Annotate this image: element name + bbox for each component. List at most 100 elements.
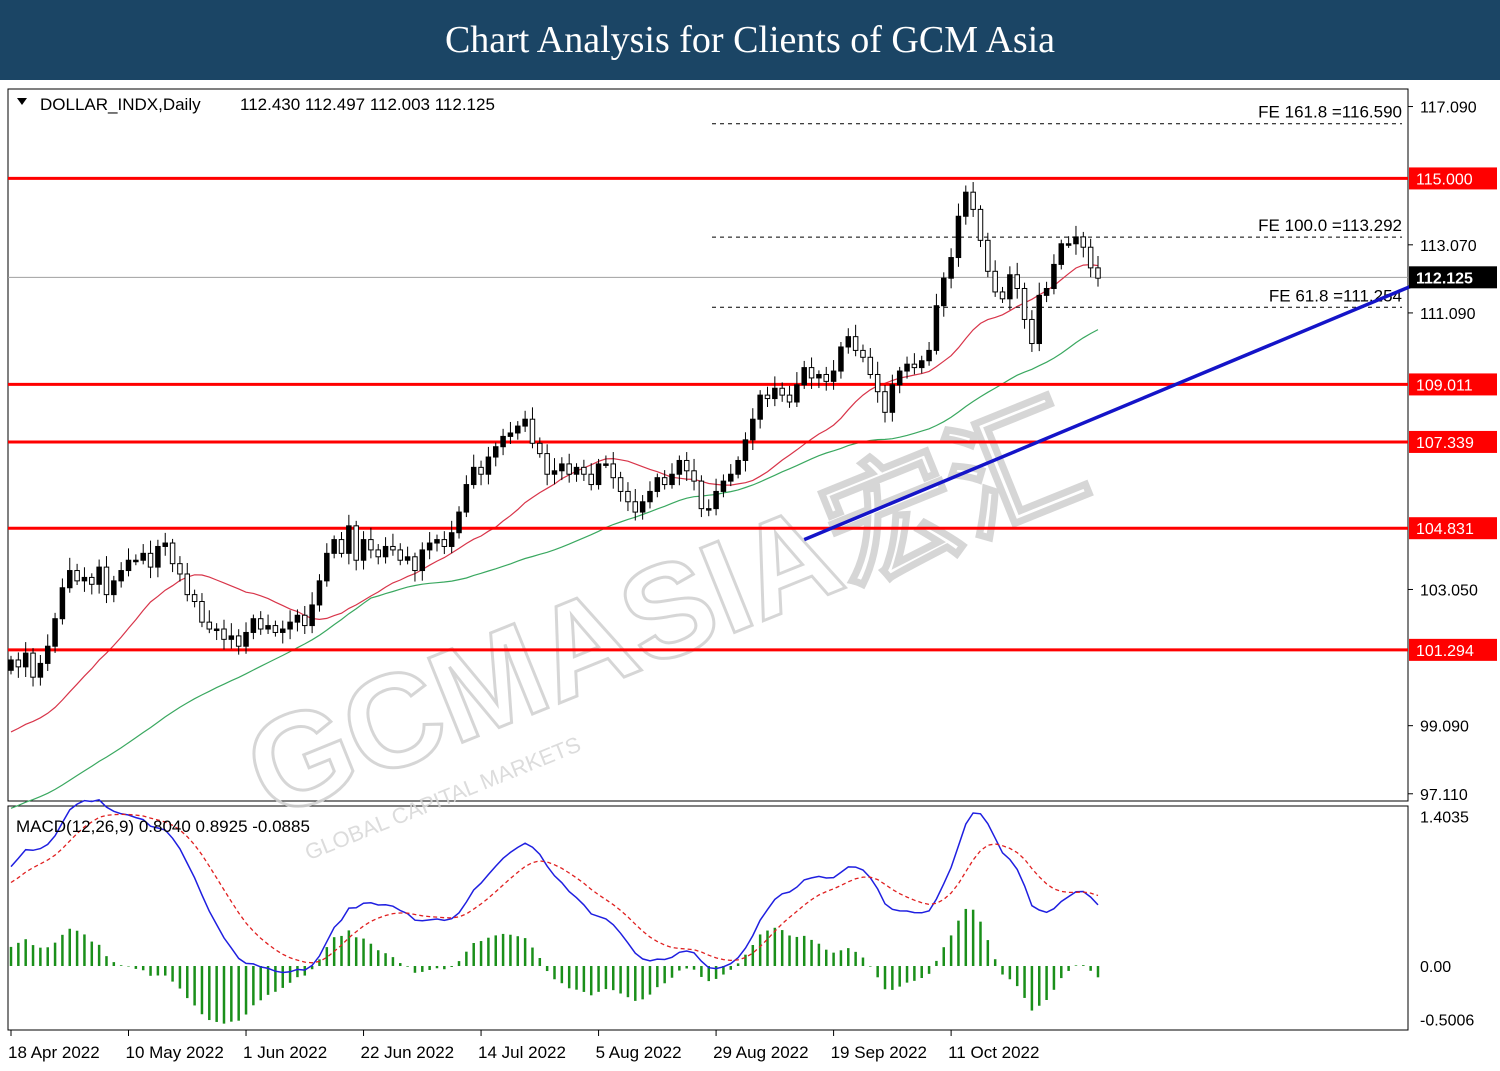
bear-candle	[544, 453, 550, 475]
bear-candle	[184, 573, 191, 596]
level-label-box	[1409, 430, 1497, 453]
level-label: 101.294	[1416, 643, 1474, 660]
ohlc-values: 112.430 112.497 112.003 112.125	[240, 95, 495, 114]
macd-pane	[7, 805, 1409, 1031]
bear-candle	[537, 442, 543, 455]
bear-candle	[302, 614, 308, 627]
bull-candle	[213, 628, 220, 632]
bear-candle	[985, 239, 991, 272]
bear-candle	[441, 539, 448, 547]
bull-candle	[963, 191, 969, 217]
bull-candle	[67, 570, 73, 589]
bear-candle	[911, 363, 918, 369]
fibo-label: FE 100.0 =113.292	[1258, 216, 1402, 235]
bull-candle	[507, 432, 514, 437]
symbol-info: DOLLAR_INDX,Daily	[40, 95, 201, 114]
bull-candle	[713, 490, 719, 510]
bear-candle	[74, 570, 80, 582]
bull-candle	[559, 463, 565, 472]
bear-candle	[808, 367, 815, 379]
bull-candle	[456, 511, 462, 534]
bull-candle	[448, 532, 455, 547]
bear-candle	[368, 539, 374, 551]
bull-candle	[801, 367, 807, 386]
bull-candle	[896, 370, 903, 386]
bear-candle	[412, 556, 418, 572]
current-price-label: 112.125	[1416, 270, 1473, 287]
bull-candle	[603, 463, 609, 466]
bear-candle	[617, 477, 624, 492]
x-tick-label: 18 Apr 2022	[8, 1043, 100, 1062]
bull-candle	[500, 435, 506, 448]
bear-candle	[1021, 287, 1028, 320]
bull-candle	[669, 473, 675, 486]
bull-candle	[1058, 243, 1065, 265]
bull-candle	[44, 645, 51, 664]
bear-candle	[779, 387, 785, 396]
bear-candle	[1080, 236, 1087, 248]
uptrend-line	[803, 283, 1415, 542]
bull-candle	[639, 501, 646, 513]
bear-candle	[397, 549, 404, 561]
x-tick-label: 29 Aug 2022	[713, 1043, 808, 1062]
bear-candle	[177, 563, 183, 575]
bull-candle	[830, 370, 837, 382]
bull-candle	[889, 384, 896, 413]
y-tick-label: 97.110	[1420, 787, 1468, 804]
bull-candle	[720, 480, 727, 492]
bear-candle	[610, 463, 617, 479]
bull-candle	[470, 466, 477, 486]
bull-candle	[331, 539, 337, 554]
bear-candle	[206, 621, 213, 630]
bull-candle	[551, 470, 558, 475]
bear-candle	[89, 576, 95, 585]
bear-candle	[860, 349, 866, 358]
macd-signal-line	[10, 813, 1099, 964]
y-tick-label: 103.050	[1420, 582, 1478, 599]
bull-candle	[52, 618, 58, 647]
x-tick-label: 5 Aug 2022	[596, 1043, 682, 1062]
y-tick-label: 111.090	[1420, 306, 1476, 323]
bull-candle	[419, 549, 426, 572]
bull-candle	[647, 490, 653, 503]
x-tick-label: 11 Oct 2022	[948, 1043, 1039, 1062]
bull-candle	[250, 618, 257, 633]
bear-candle	[169, 542, 176, 565]
x-tick-label: 19 Sep 2022	[831, 1043, 927, 1062]
bear-candle	[977, 208, 984, 241]
x-tick-label: 10 May 2022	[126, 1043, 224, 1062]
bull-candle	[140, 552, 146, 561]
level-label-box	[1409, 167, 1497, 190]
bear-candle	[882, 391, 888, 413]
bull-candle	[948, 257, 954, 279]
macd-tick-label: 0.00	[1420, 959, 1451, 976]
y-tick-label: 113.070	[1420, 238, 1477, 255]
bear-candle	[566, 463, 572, 475]
bull-candle	[522, 418, 528, 427]
bull-candle	[118, 570, 124, 582]
bull-candle	[316, 580, 323, 606]
bull-candle	[772, 387, 778, 400]
bull-candle	[155, 545, 161, 568]
bear-candle	[1095, 267, 1101, 279]
bull-candle	[37, 662, 44, 678]
bear-candle	[199, 601, 205, 623]
bull-candle	[280, 628, 286, 633]
bull-candle	[742, 439, 749, 461]
main-pane	[7, 88, 1409, 802]
bear-candle	[581, 466, 587, 475]
dropdown-arrow-icon[interactable]	[17, 98, 27, 105]
bear-candle	[257, 618, 264, 630]
bull-candle	[595, 463, 602, 486]
bull-candle	[676, 459, 683, 475]
bull-candle	[485, 456, 492, 475]
bull-candle	[463, 484, 470, 513]
bear-candle	[867, 356, 874, 375]
bear-candle	[786, 394, 793, 403]
bull-candle	[434, 539, 440, 544]
bear-candle	[970, 191, 976, 210]
level-label: 109.011	[1416, 377, 1473, 394]
bull-candle	[845, 336, 852, 348]
fibo-label: FE 161.8 =116.590	[1258, 103, 1402, 122]
current-price-box	[1409, 266, 1497, 289]
